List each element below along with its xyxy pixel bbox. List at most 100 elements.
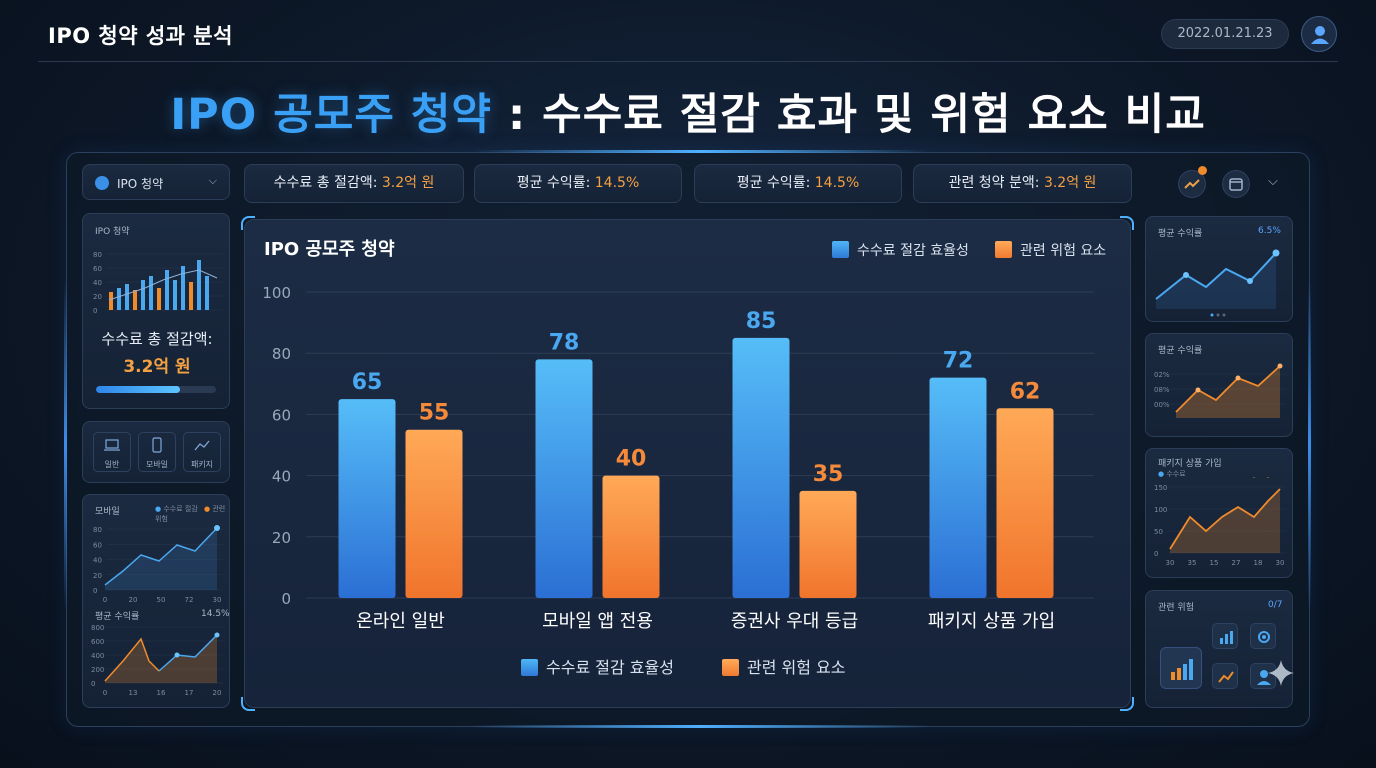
user-avatar[interactable]: [1301, 16, 1337, 52]
chart-title: IPO 공모주 청약: [264, 239, 395, 260]
tab-label: 일반: [104, 460, 120, 469]
stat-related-amount[interactable]: 관련 청약 분액: 3.2억 원: [913, 164, 1132, 203]
x-tick-label: 모바일 앱 전용: [542, 611, 653, 632]
summary-card[interactable]: IPO 청약 80 60 40 20 0 수수료 총 절감액: 3.2억 원: [82, 213, 230, 409]
mini-y-tick: 800: [91, 624, 104, 632]
device-tabs: 일반 모바일 패키지: [82, 421, 230, 483]
legend-bottom-risk[interactable]: 관련 위험 요소: [722, 654, 846, 678]
date-display: 2022.01.21.23: [1161, 19, 1289, 49]
mini-x-tick: 0: [103, 596, 107, 604]
legend-top-risk[interactable]: 관련 위험 요소: [995, 240, 1106, 260]
bar-value-label: 62: [1010, 379, 1041, 404]
frame-glow-top: [470, 150, 930, 153]
frame-glow-bottom: [470, 725, 930, 728]
bar-risk[interactable]: [996, 408, 1054, 598]
stat-avg-return-2[interactable]: 평균 수익률: 14.5%: [694, 164, 902, 203]
panel-corner: [241, 697, 255, 711]
risk-icon-growth[interactable]: [1212, 663, 1238, 689]
legend-top-savings[interactable]: 수수료 절감 효율성: [832, 240, 969, 260]
stat-total-savings[interactable]: 수수료 총 절감액: 3.2억 원: [244, 164, 464, 203]
bar-risk[interactable]: [602, 475, 660, 598]
risk-icon-main[interactable]: [1160, 647, 1202, 689]
right-card-value: 0/7: [1268, 600, 1283, 610]
frame-glow-left: [64, 280, 67, 610]
risk-icon-settings[interactable]: [1250, 623, 1276, 649]
headline-separator: :: [492, 90, 543, 140]
page-headline: IPO 공모주 청약 : 수수료 절감 효과 및 위험 요소 비교: [0, 80, 1376, 142]
legend-savings: 수수료 절감: [163, 505, 198, 513]
legend-bottom-savings[interactable]: 수수료 절감 효율성: [521, 654, 674, 678]
tab-mobile[interactable]: 모바일: [138, 432, 176, 472]
risk-icon-bars[interactable]: [1212, 623, 1238, 649]
laptop-icon: [104, 439, 120, 451]
summary-mini-chart: 80 60 40 20 0: [93, 251, 223, 315]
bar-value-label: 65: [352, 370, 383, 395]
mini-y-tick: 600: [91, 638, 104, 646]
mini-y-tick: 150: [1154, 484, 1167, 492]
tab-label: 패키지: [190, 460, 214, 469]
bar-risk[interactable]: [799, 490, 857, 598]
calendar-button[interactable]: [1222, 170, 1250, 198]
mini-bar: [205, 276, 209, 310]
summary-card-title: IPO 청약: [95, 227, 130, 237]
ipo-logo-icon: [95, 176, 109, 190]
y-tick-label: 20: [272, 529, 291, 547]
stat-label: 수수료 총 절감액:: [273, 175, 382, 191]
progress-fill: [96, 386, 180, 393]
savings-progress-bar: [96, 386, 216, 393]
chart-icon: [194, 440, 210, 451]
legend-label: 수수료 절감 효율성: [857, 243, 969, 259]
mini-x-tick: 18: [1254, 559, 1263, 567]
mini-y-tick: 0: [1154, 550, 1158, 558]
bar-savings[interactable]: [732, 337, 790, 598]
mini-y-tick: 60: [93, 265, 102, 273]
ipo-dropdown[interactable]: IPO 청약 ⌵: [82, 164, 230, 200]
legend-swatch-orange: [722, 659, 739, 676]
bar-chart-icon: [1171, 659, 1193, 680]
right-package-chart: 150 100 50 0 30 35 15 27 18 30: [1154, 477, 1286, 567]
mini-y-tick: 08%: [1154, 386, 1170, 394]
stat-avg-return[interactable]: 평균 수익률: 14.5%: [474, 164, 682, 203]
legend-swatch-blue: [521, 659, 538, 676]
mini-bar: [117, 288, 121, 310]
chevron-down-icon[interactable]: ⌵: [1268, 174, 1278, 189]
app-title: IPO 청약 성과 분석: [48, 24, 233, 48]
settings-icon: [1258, 631, 1270, 643]
stat-label: 평균 수익률:: [516, 175, 595, 191]
frame-glow-right: [1308, 280, 1311, 610]
legend-swatch-blue: [832, 241, 849, 258]
bar-savings[interactable]: [929, 377, 987, 598]
top-divider: [38, 61, 1338, 62]
bar-value-label: 78: [549, 330, 580, 355]
right-card-package[interactable]: 패키지 상품 가입 ● 수수료 150 100 50 0 30 35 15 27 18 30: [1145, 448, 1293, 578]
mini-x-tick: 16: [157, 689, 166, 697]
stat-label: 평균 수익률:: [736, 175, 815, 191]
stat-value: 3.2억 원: [1043, 175, 1097, 191]
mini-y-tick: 60: [93, 541, 102, 549]
bar-savings[interactable]: [535, 359, 593, 598]
mobile-line-card[interactable]: 모바일 ● 수수료 절감 ● 관련 위험 80 60 40 20 0 0 20 50 72 30 …: [82, 494, 230, 708]
bar-savings[interactable]: [338, 399, 396, 598]
stat-value: 14.5%: [814, 175, 860, 191]
mini-y-tick: 80: [93, 251, 102, 259]
notification-dot: [1198, 166, 1207, 175]
right-card-title: 평균 수익률: [1158, 346, 1203, 356]
mini-x-tick: 27: [1232, 559, 1241, 567]
right-card-return[interactable]: 평균 수익률 6.5%: [1145, 216, 1293, 322]
line-card-title: 모바일: [95, 507, 120, 517]
panel-corner: [1120, 216, 1134, 230]
headline-subtitle: 수수료 절감 효과 및 위험 요소 비교: [542, 90, 1206, 140]
mini-y-tick: 400: [91, 652, 104, 660]
calendar-icon: [1229, 178, 1243, 191]
legend-risk: 관련 위험: [155, 505, 226, 523]
mini-y-tick: 0: [93, 307, 97, 315]
x-tick-label: 온라인 일반: [356, 611, 445, 632]
tab-package[interactable]: 패키지: [183, 432, 221, 472]
mini-y-tick: 200: [91, 666, 104, 674]
right-card-return-2[interactable]: 평균 수익률 02% 08% 00%: [1145, 333, 1293, 437]
mini-y-tick: 02%: [1154, 371, 1170, 379]
top-bar: IPO 청약 성과 분석 2022.01.21.23: [0, 0, 1376, 66]
right-card-risk[interactable]: 관련 위험 0/7: [1145, 590, 1293, 708]
tab-general[interactable]: 일반: [93, 432, 131, 472]
bar-risk[interactable]: [405, 429, 463, 598]
